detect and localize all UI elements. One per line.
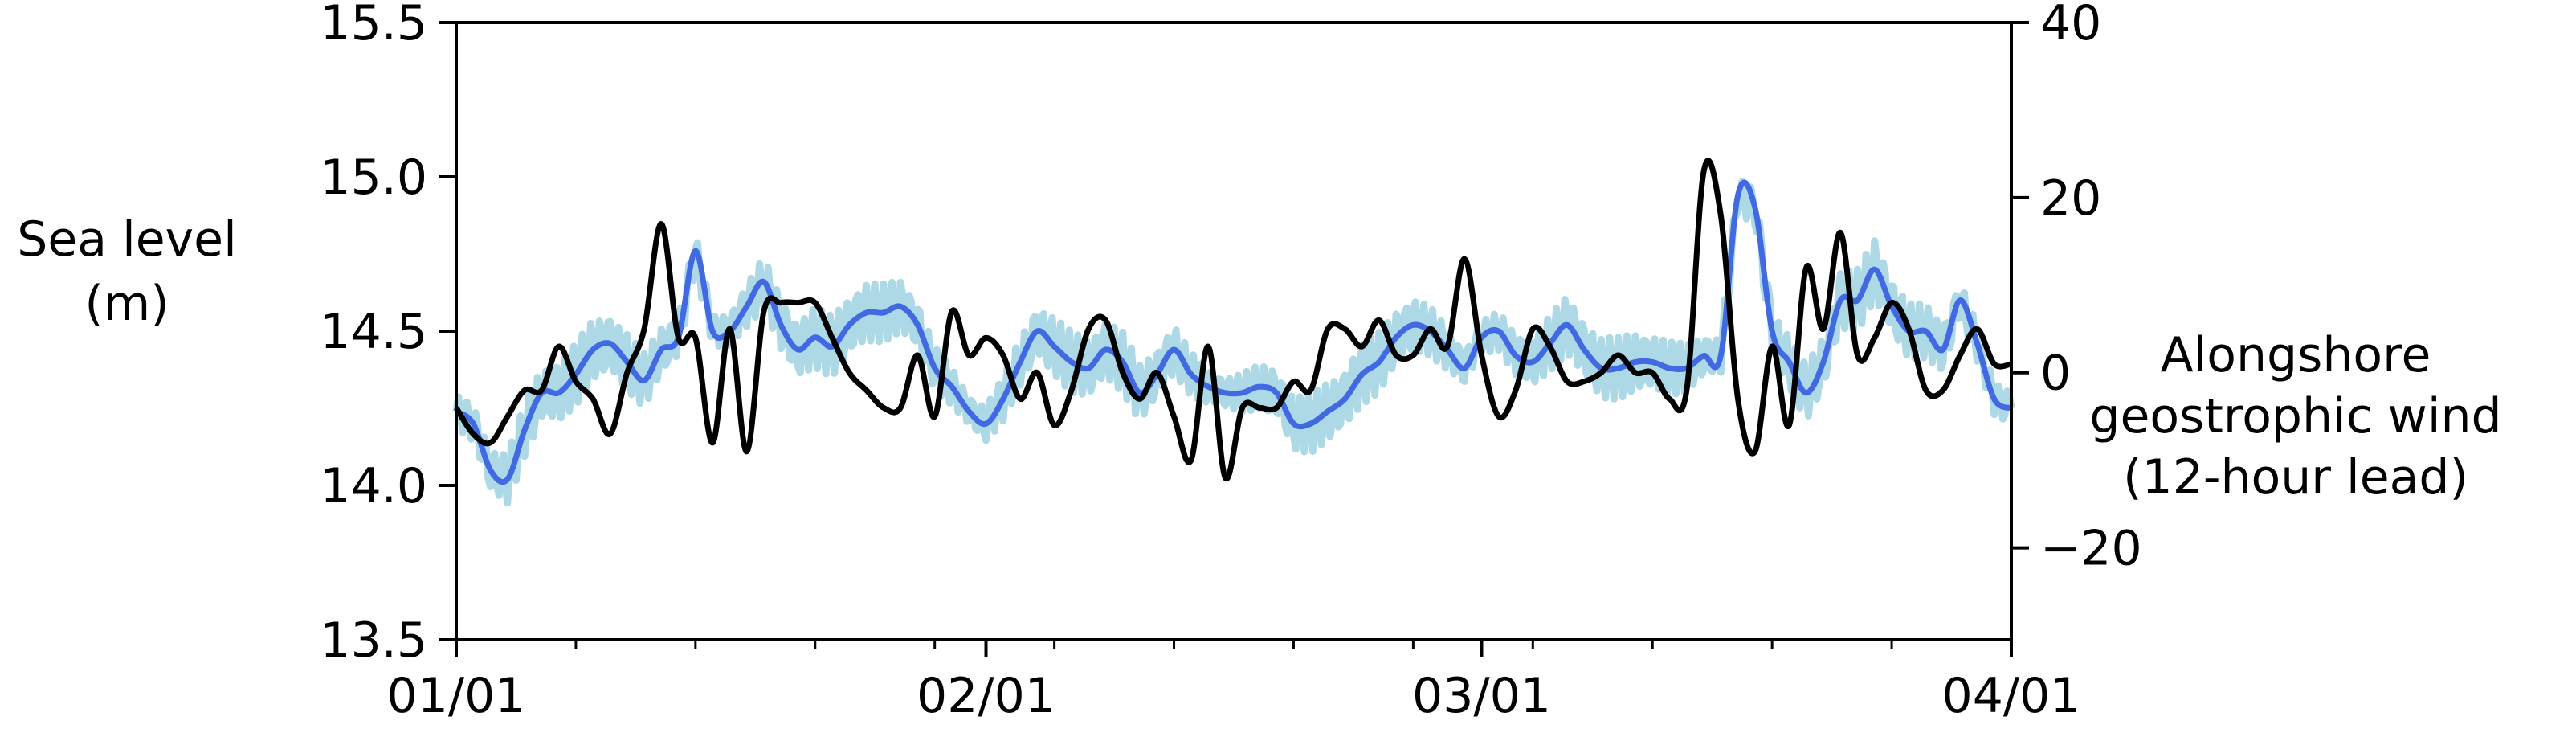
left-y-tick-label: 15.0 xyxy=(320,149,427,206)
left-y-tick-label: 14.5 xyxy=(320,304,427,360)
right-y-tick-label: 0 xyxy=(2040,346,2071,402)
right-axis-title-line: geostrophic wind xyxy=(2089,388,2501,444)
left-axis-title-line: (m) xyxy=(84,276,169,332)
sea-level-smoothed-line xyxy=(454,179,2013,485)
left-y-tick-label: 15.5 xyxy=(320,0,427,51)
left-y-tick-label: 13.5 xyxy=(320,612,427,669)
axes-layer xyxy=(439,21,2029,657)
left-y-tick-label: 14.0 xyxy=(320,458,427,514)
right-y-tick-label: 40 xyxy=(2040,0,2101,51)
left-axis-title-line: Sea level xyxy=(17,211,237,268)
right-axis-title-line: (12-hour lead) xyxy=(2123,449,2468,506)
series-layer xyxy=(452,158,2015,507)
x-tick-label: 01/01 xyxy=(387,668,526,724)
right-y-tick-label: 20 xyxy=(2040,170,2101,227)
x-tick-label: 04/01 xyxy=(1942,668,2081,724)
right-y-tick-label: −20 xyxy=(2040,521,2142,577)
right-axis-title-line: Alongshore xyxy=(2161,327,2431,383)
x-tick-label: 03/01 xyxy=(1412,668,1551,724)
labels-layer: 13.5 14.0 14.5 15.0 15.5 −20 0 20 40 01/01 02/01 03… xyxy=(17,0,2501,724)
x-tick-label: 02/01 xyxy=(917,668,1055,724)
wind-line xyxy=(454,158,2012,482)
